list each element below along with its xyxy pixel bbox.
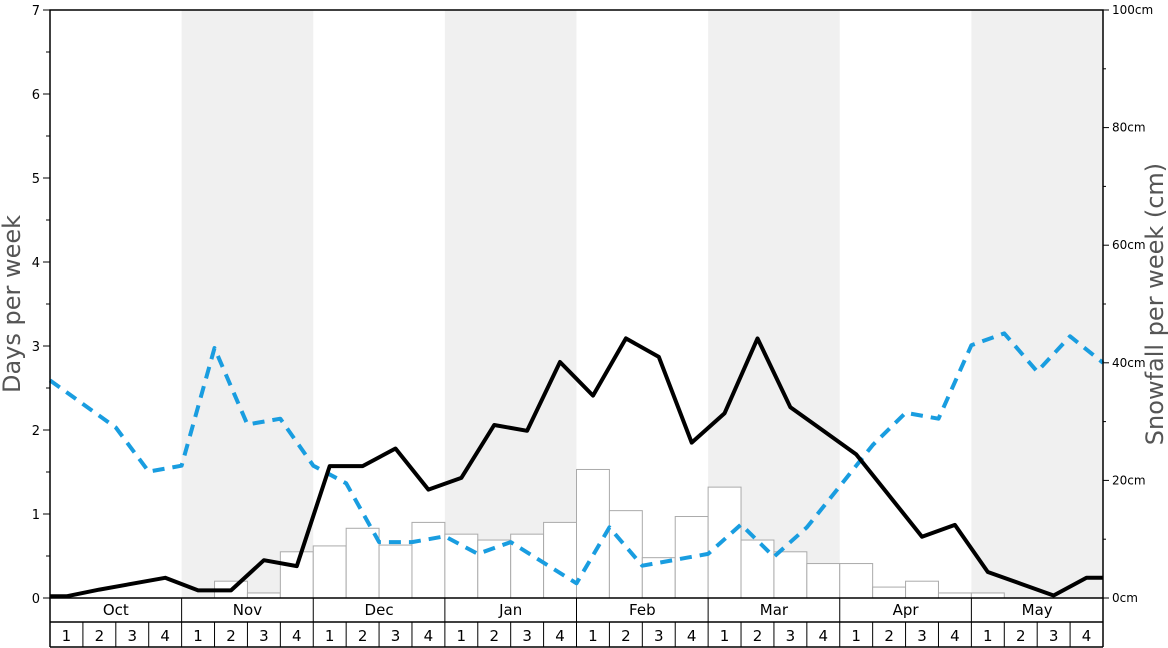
week-label: 3 xyxy=(391,627,401,645)
week-label: 1 xyxy=(325,627,335,645)
week-label: 3 xyxy=(786,627,796,645)
week-label: 3 xyxy=(1049,627,1059,645)
snow-days-bar xyxy=(970,592,1005,599)
week-label: 3 xyxy=(259,627,269,645)
week-label: 4 xyxy=(1082,627,1092,645)
week-label: 1 xyxy=(983,627,993,645)
snow-days-bar xyxy=(279,551,314,599)
week-label: 4 xyxy=(160,627,170,645)
snowfall-series-line xyxy=(48,331,1105,586)
right-tick-label: 20cm xyxy=(1112,473,1146,487)
month-label: Jan xyxy=(498,601,522,619)
week-label: 4 xyxy=(555,627,565,645)
snow-days-bar xyxy=(905,580,939,599)
month-label: Feb xyxy=(629,601,656,619)
week-label: 2 xyxy=(95,627,105,645)
snow-days-bar xyxy=(378,544,413,599)
snow-days-bar xyxy=(246,592,281,599)
week-label: 1 xyxy=(720,627,730,645)
week-label: 4 xyxy=(687,627,697,645)
snow-days-bar xyxy=(312,545,347,599)
right-tick-label: 60cm xyxy=(1112,238,1146,252)
month-label: Apr xyxy=(893,601,920,619)
week-label: 2 xyxy=(489,627,499,645)
left-tick-label: 3 xyxy=(32,340,40,355)
week-label: 4 xyxy=(424,627,434,645)
month-label: Mar xyxy=(760,601,789,619)
x-axis: Oct 1 2 3 4 Nov 1 2 3 4 Dec 1 2 3 4 Jan 1 2 3 4 Feb 1 2 3 4 Mar 1 2… xyxy=(49,598,1104,648)
left-tick-label: 6 xyxy=(32,88,40,103)
left-tick-label: 0 xyxy=(32,592,40,607)
snow-days-bar xyxy=(608,510,643,599)
month-shade-may xyxy=(971,10,1103,598)
month-label: Dec xyxy=(365,601,394,619)
right-tick-label: 80cm xyxy=(1112,121,1146,135)
week-label: 2 xyxy=(358,627,368,645)
snowfall-line xyxy=(48,331,1105,586)
week-label: 3 xyxy=(127,627,137,645)
snow-days-bar xyxy=(345,527,380,599)
right-tick-label: 40cm xyxy=(1112,356,1146,370)
week-label: 2 xyxy=(753,627,763,645)
left-axis-title: Days per week xyxy=(0,215,26,393)
snow-days-bar xyxy=(543,521,577,599)
week-label: 3 xyxy=(917,627,927,645)
right-tick-label: 0cm xyxy=(1112,591,1138,605)
snow-days-bar xyxy=(806,563,841,599)
snow-days-bar xyxy=(839,563,874,599)
month-shade-jan xyxy=(444,10,577,598)
snow-days-bar xyxy=(707,486,742,599)
snow-days-bar xyxy=(411,521,446,599)
week-label: 2 xyxy=(1016,627,1026,645)
snow-days-bar xyxy=(510,533,545,599)
right-axis-title: Snowfall per week (cm) xyxy=(1141,163,1168,445)
week-label: 1 xyxy=(193,627,203,645)
month-label: May xyxy=(1022,601,1053,619)
snow-days-bar xyxy=(444,533,479,599)
week-label: 1 xyxy=(457,627,467,645)
snow-days-series-line xyxy=(50,336,1103,599)
week-label: 1 xyxy=(588,627,598,645)
week-label: 2 xyxy=(226,627,236,645)
week-label: 2 xyxy=(621,627,631,645)
week-label: 1 xyxy=(851,627,861,645)
week-label: 2 xyxy=(884,627,894,645)
month-label: Oct xyxy=(103,601,129,619)
week-label: 3 xyxy=(654,627,664,645)
snow-days-bar xyxy=(937,592,972,599)
week-label: 1 xyxy=(62,627,72,645)
week-label: 3 xyxy=(522,627,532,645)
month-shade-nov xyxy=(181,10,314,598)
left-tick-label: 7 xyxy=(32,4,40,19)
snow-days-bar xyxy=(773,551,808,599)
left-tick-label: 4 xyxy=(32,256,40,271)
month-shading xyxy=(181,10,1103,598)
snow-days-line xyxy=(50,336,1103,599)
week-label: 4 xyxy=(292,627,302,645)
snow-days-bar xyxy=(872,586,907,599)
left-axis: 0 1 2 3 4 5 6 7 xyxy=(32,4,50,607)
snow-days-bar xyxy=(740,539,775,599)
left-tick-label: 1 xyxy=(32,508,40,523)
left-tick-label: 2 xyxy=(32,424,40,439)
week-label: 4 xyxy=(950,627,960,645)
left-tick-label: 5 xyxy=(32,172,40,187)
right-axis: 0cm 20cm 40cm 60cm 80cm 100cm xyxy=(1103,3,1153,605)
week-label: 4 xyxy=(819,627,829,645)
right-tick-label: 100cm xyxy=(1112,3,1153,17)
month-label: Nov xyxy=(233,601,262,619)
